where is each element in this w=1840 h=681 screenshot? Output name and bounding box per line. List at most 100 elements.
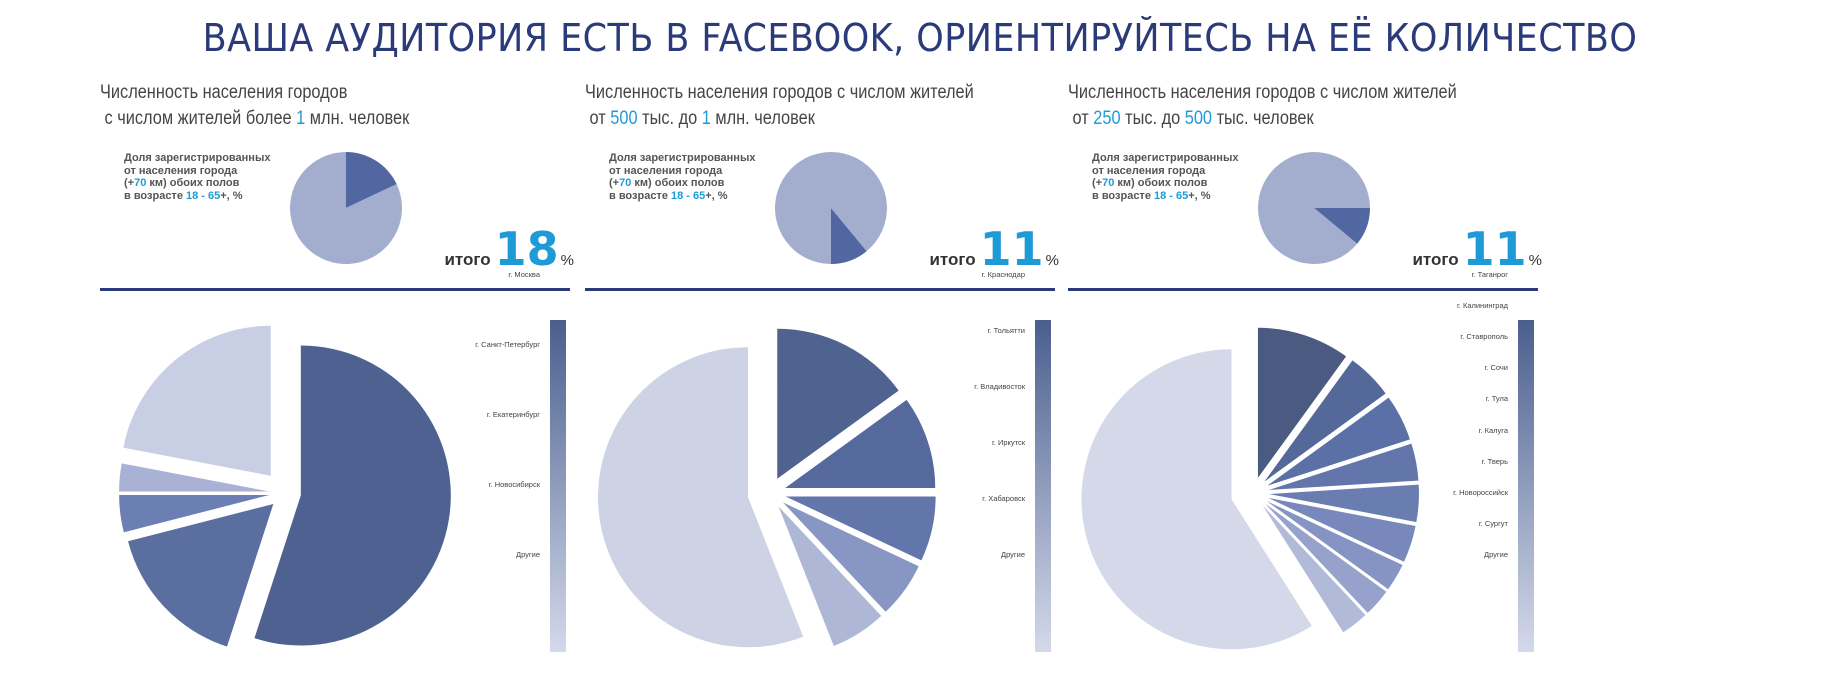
share-label-line: в возрасте 18 - 65+, % (1092, 190, 1252, 203)
total-label: итого (929, 250, 976, 269)
title-text: от (585, 108, 611, 129)
title-number: 1 (701, 108, 711, 129)
small-pie-slice-rest (775, 152, 887, 264)
legend-label: г. Сочи (1484, 363, 1508, 373)
panel-title-line2: с числом жителей более 1 млн. человек (100, 106, 547, 132)
share-label-text: в возрасте (124, 189, 186, 202)
legend-label: г. Калининград (1456, 301, 1508, 311)
share-label-text: +, % (1188, 189, 1211, 202)
small-pie-slice-rest (290, 152, 402, 264)
pie-slice-4 (1268, 484, 1419, 523)
share-label-line: от населения города (1092, 164, 1206, 177)
share-label-line: Доля зарегистрированных (609, 152, 756, 164)
legend-label: г. Хабаровск (982, 494, 1025, 503)
panel-title-line1: Численность населения городов (100, 82, 348, 103)
panel-title: Численность населения городов с числом ж… (1068, 80, 1515, 132)
pie-slice-7 (1265, 503, 1387, 613)
pie-slice-0 (254, 345, 451, 646)
small-pie-chart (290, 152, 402, 264)
small-pie-chart (1258, 152, 1370, 264)
total: итого11% (929, 222, 1059, 276)
total-percent-sign: % (1045, 252, 1059, 269)
share-label-text: (+ (124, 177, 135, 189)
pie-slice-1 (785, 399, 936, 489)
legend-gradient-bar (550, 320, 566, 652)
share-label-number: 18 - 65 (671, 189, 706, 202)
share-label-text: +, % (705, 189, 728, 202)
total-value: 11 (979, 222, 1044, 276)
title-text: млн. человек (305, 108, 410, 129)
total: итого18% (444, 222, 574, 276)
title-number: 1 (296, 108, 306, 129)
share-label-number: 70 (134, 177, 147, 189)
small-pie-slice-registered (346, 152, 397, 208)
pie-slice-4 (778, 506, 882, 646)
share-label-text: (+ (1092, 177, 1103, 189)
share-label-line: от населения города (124, 164, 238, 177)
pie-slice-9 (1081, 349, 1312, 650)
legend-label: г. Иркутск (991, 438, 1025, 447)
legend-label: г. Новосибирск (488, 480, 540, 489)
small-pie-slice-rest (1258, 152, 1370, 264)
title-number: 500 (1184, 108, 1213, 129)
pie-slice-3 (782, 502, 919, 612)
small-pie-slice-registered (1314, 208, 1370, 244)
title-text: с числом жителей более (100, 108, 297, 129)
legend-label: Другие (515, 550, 540, 559)
legend-label: г. Москва (508, 270, 540, 279)
city-pie-chart (597, 328, 936, 648)
legend-label: г. Екатеринбург (486, 410, 540, 419)
pie-slice-8 (1262, 505, 1366, 633)
city-pie-chart (1081, 327, 1419, 650)
divider (585, 288, 1055, 291)
legend-label: Другие (1483, 550, 1508, 559)
pie-slice-0 (1257, 327, 1347, 478)
legend-label: г. Сургут (1478, 518, 1508, 528)
legend-label: г. Тверь (1481, 456, 1508, 466)
title-text: тыс. человек (1212, 108, 1314, 129)
panel-million-plus: Численность населения городов с числом ж… (100, 80, 574, 675)
title-number: 500 (610, 108, 638, 129)
share-label-line: в возрасте 18 - 65+, % (609, 190, 769, 203)
pie-slice-1 (1264, 360, 1386, 482)
pie-slice-5 (597, 347, 804, 648)
share-label-text: (+ (609, 177, 620, 189)
divider (100, 288, 570, 291)
pie-slice-3 (1268, 443, 1419, 491)
share-label-line: в возрасте 18 - 65+, % (124, 190, 284, 203)
total-percent-sign: % (1528, 252, 1542, 269)
share-label-line: (+70 км) обоих полов (609, 177, 769, 190)
panel-title-line2: от 500 тыс. до 1 млн. человек (585, 106, 1032, 132)
total-value: 11 (1462, 222, 1527, 276)
legend-label: г. Таганрог (1471, 270, 1508, 279)
total-percent-sign: % (560, 252, 574, 269)
panel-title-line2: от 250 тыс. до 500 тыс. человек (1068, 106, 1515, 132)
share-label-line: (+70 км) обоих полов (1092, 177, 1252, 190)
share-label-text: в возрасте (1092, 189, 1154, 202)
city-pie-chart (119, 325, 451, 647)
panel-title: Численность населения городов с числом ж… (585, 80, 1032, 132)
legend-label: г. Калуга (1478, 425, 1508, 435)
total: итого11% (1412, 222, 1542, 276)
legend-label: г. Санкт-Петербург (475, 340, 540, 349)
share-label: Доля зарегистрированных от населения горо… (124, 152, 284, 202)
small-pie-slice-registered (831, 208, 867, 264)
pie-slice-2 (119, 495, 270, 533)
title-text: от (1068, 108, 1094, 129)
small-pie-chart (775, 152, 887, 264)
legend-label: Другие (1000, 550, 1025, 559)
main-title: ВАША АУДИТОРИЯ ЕСТЬ В FACEBOOK, ОРИЕНТИР… (202, 16, 1638, 60)
share-label-number: 70 (619, 177, 632, 189)
legend-label: г. Ставрополь (1460, 332, 1508, 342)
legend-label: г. Тула (1485, 394, 1508, 404)
title-text: млн. человек (710, 108, 815, 129)
legend-label: г. Краснодар (981, 270, 1025, 279)
share-label-text: км) обоих полов (631, 177, 725, 189)
pie-slice-4 (123, 325, 271, 476)
pie-slice-6 (1266, 501, 1403, 590)
share-label-text: в возрасте (609, 189, 671, 202)
title-number: 250 (1093, 108, 1121, 129)
pie-slice-1 (128, 503, 274, 647)
pie-slice-0 (777, 328, 899, 479)
pie-slice-2 (785, 496, 936, 561)
